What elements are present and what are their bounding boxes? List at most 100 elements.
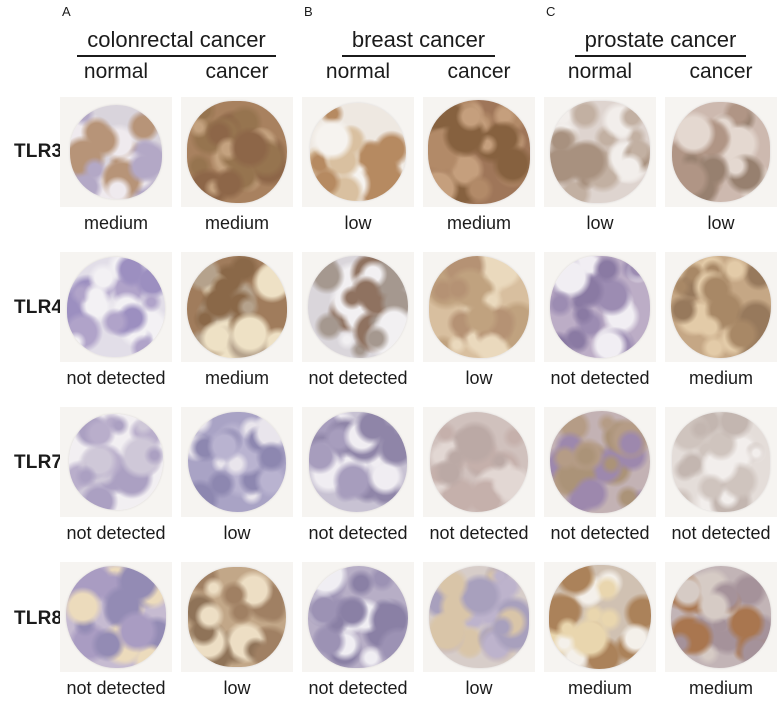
tissue-spot-image [308, 256, 408, 358]
tissue-cell: medium [423, 97, 535, 234]
tissue-row-tlr8: not detected low [302, 562, 535, 699]
tissue-tile [423, 407, 535, 517]
panel-title: prostate cancer [574, 27, 747, 57]
panel-title: breast cancer [341, 27, 496, 57]
staining-level-label: not detected [66, 523, 166, 543]
tissue-tile [181, 97, 293, 207]
staining-level-label: not detected [66, 678, 166, 698]
tissue-tile [302, 97, 414, 207]
tissue-spot-image [672, 102, 770, 202]
tissue-spot-image [310, 103, 406, 201]
tissue-tile [423, 562, 535, 672]
tissue-cell: not detected [60, 407, 172, 544]
staining-level-label: not detected [429, 523, 529, 543]
tissue-cell: medium [60, 97, 172, 234]
tissue-tile [181, 562, 293, 672]
tissue-cell: not detected [302, 562, 414, 699]
staining-level-label: low [223, 678, 251, 698]
tissue-cell: medium [181, 252, 293, 389]
panel-letter: C [546, 4, 556, 19]
tissue-row-tlr3: low medium [302, 97, 535, 234]
tissue-tile [423, 252, 535, 362]
tissue-tile [60, 97, 172, 207]
staining-level-label: not detected [671, 523, 771, 543]
tissue-row-tlr7: not detected low [60, 407, 293, 544]
tissue-tile [60, 562, 172, 672]
staining-level-label: not detected [308, 523, 408, 543]
column-header-cancer: cancer [447, 60, 511, 83]
row-label-tlr4: TLR4 [14, 297, 63, 318]
tissue-spot-image [67, 257, 165, 357]
tissue-tile [544, 562, 656, 672]
panel-letter: A [62, 4, 71, 19]
tissue-cell: low [181, 407, 293, 544]
tissue-tile [302, 252, 414, 362]
tissue-spot-image [308, 566, 408, 668]
tissue-row-tlr3: low low [544, 97, 777, 234]
staining-level-label: low [586, 213, 614, 233]
tissue-spot-image [550, 256, 650, 358]
staining-level-label: not detected [308, 368, 408, 388]
row-label-tlr8: TLR8 [14, 608, 63, 629]
tissue-cell: not detected [302, 407, 414, 544]
tissue-row-tlr4: not detected low [302, 252, 535, 389]
tissue-row-tlr8: not detected low [60, 562, 293, 699]
tissue-tile [665, 407, 777, 517]
tissue-cell: low [181, 562, 293, 699]
tissue-cell: low [544, 97, 656, 234]
staining-level-label: medium [83, 213, 149, 233]
tissue-spot-image [671, 566, 771, 668]
tissue-row-tlr7: not detected not detected [544, 407, 777, 544]
tissue-tile [665, 97, 777, 207]
tissue-spot-image [69, 414, 163, 510]
tissue-tile [665, 252, 777, 362]
column-header-normal: normal [83, 60, 149, 83]
tissue-tile [423, 97, 535, 207]
tissue-row-tlr4: not detected medium [544, 252, 777, 389]
panel-title-row: breast cancer [302, 27, 535, 58]
tissue-tile [544, 407, 656, 517]
tissue-tile [302, 562, 414, 672]
panel-title-row: colonrectal cancer [60, 27, 293, 58]
tissue-row-tlr3: medium medium [60, 97, 293, 234]
tissue-cell: medium [544, 562, 656, 699]
tissue-tile [60, 407, 172, 517]
tissue-spot-image [188, 412, 286, 512]
staining-level-label: medium [204, 368, 270, 388]
column-header-normal: normal [325, 60, 391, 83]
tissue-spot-image [188, 567, 286, 667]
tissue-cell: not detected [544, 252, 656, 389]
column-header-normal: normal [567, 60, 633, 83]
tissue-cell: low [423, 562, 535, 699]
tissue-spot-image [70, 105, 162, 199]
tissue-spot-image [66, 566, 166, 668]
tissue-spot-image [430, 412, 528, 512]
staining-level-label: medium [688, 368, 754, 388]
column-header-cancer: cancer [205, 60, 269, 83]
staining-level-label: medium [688, 678, 754, 698]
column-headers: normal cancer [60, 59, 293, 89]
staining-level-label: low [707, 213, 735, 233]
tissue-spot-image [309, 412, 407, 512]
staining-level-label: low [223, 523, 251, 543]
tissue-row-tlr8: medium medium [544, 562, 777, 699]
staining-level-label: low [465, 368, 493, 388]
staining-level-label: not detected [550, 368, 650, 388]
tissue-cell: not detected [60, 562, 172, 699]
tissue-spot-image [429, 256, 529, 358]
tissue-cell: medium [665, 562, 777, 699]
tissue-cell: not detected [665, 407, 777, 544]
tissue-spot-image [671, 256, 771, 358]
staining-level-label: low [344, 213, 372, 233]
tissue-spot-image [672, 412, 770, 512]
row-label-column: TLR3 TLR4 TLR7 TLR8 [0, 0, 63, 705]
tissue-tile [544, 97, 656, 207]
tissue-cell: not detected [302, 252, 414, 389]
staining-level-label: not detected [66, 368, 166, 388]
panel-letter: B [304, 4, 313, 19]
tissue-spot-image [187, 256, 287, 358]
